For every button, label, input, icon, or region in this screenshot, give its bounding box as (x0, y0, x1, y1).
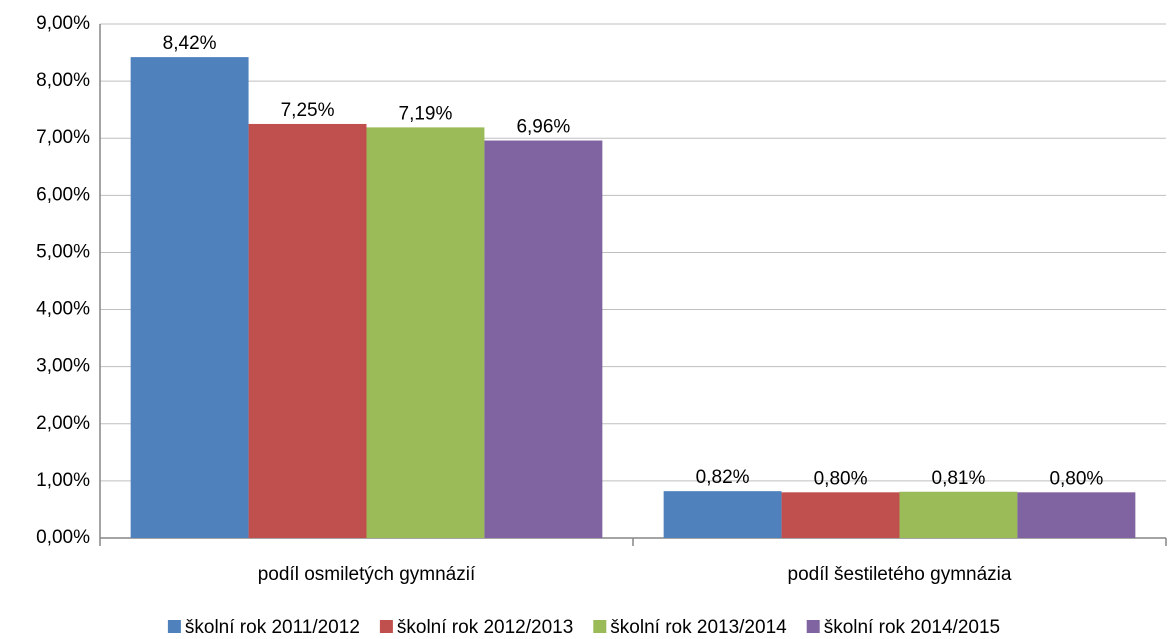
y-tick-label: 5,00% (36, 241, 90, 262)
y-tick-label: 0,00% (36, 527, 90, 548)
y-tick-label: 6,00% (36, 184, 90, 205)
legend-marker (806, 620, 820, 633)
y-tick-label: 9,00% (36, 13, 90, 34)
y-tick-label: 7,00% (36, 127, 90, 148)
y-tick-label: 3,00% (36, 356, 90, 377)
bar (781, 492, 900, 538)
x-tick-label: podíl osmiletých gymnázií (258, 564, 476, 585)
x-tick-label: podíl šestiletého gymnázia (788, 564, 1012, 585)
value-label: 7,19% (399, 103, 453, 124)
legend-marker (167, 620, 181, 633)
legend-label: školní rok 2012/2013 (397, 617, 573, 638)
bar (248, 123, 367, 538)
value-label: 0,82% (696, 467, 750, 488)
value-label: 7,25% (281, 100, 335, 121)
legend-label: školní rok 2013/2014 (610, 617, 787, 638)
legend-label: školní rok 2011/2012 (185, 617, 360, 638)
y-tick-label: 2,00% (36, 413, 90, 434)
bar (663, 491, 782, 538)
legend-marker (593, 620, 607, 633)
value-label: 6,96% (516, 117, 570, 138)
bar (130, 57, 249, 538)
legend-marker (379, 620, 393, 633)
bar (366, 127, 485, 539)
legend-label: školní rok 2014/2015 (824, 617, 1000, 638)
value-label: 0,81% (932, 468, 986, 489)
y-tick-label: 4,00% (36, 299, 90, 320)
y-tick-label: 8,00% (36, 70, 90, 91)
value-label: 0,80% (1049, 468, 1103, 489)
value-label: 0,80% (814, 468, 868, 489)
bar (1017, 492, 1136, 538)
value-label: 8,42% (163, 33, 217, 54)
bar (899, 491, 1018, 538)
y-tick-label: 1,00% (36, 470, 90, 491)
bar (484, 140, 603, 539)
